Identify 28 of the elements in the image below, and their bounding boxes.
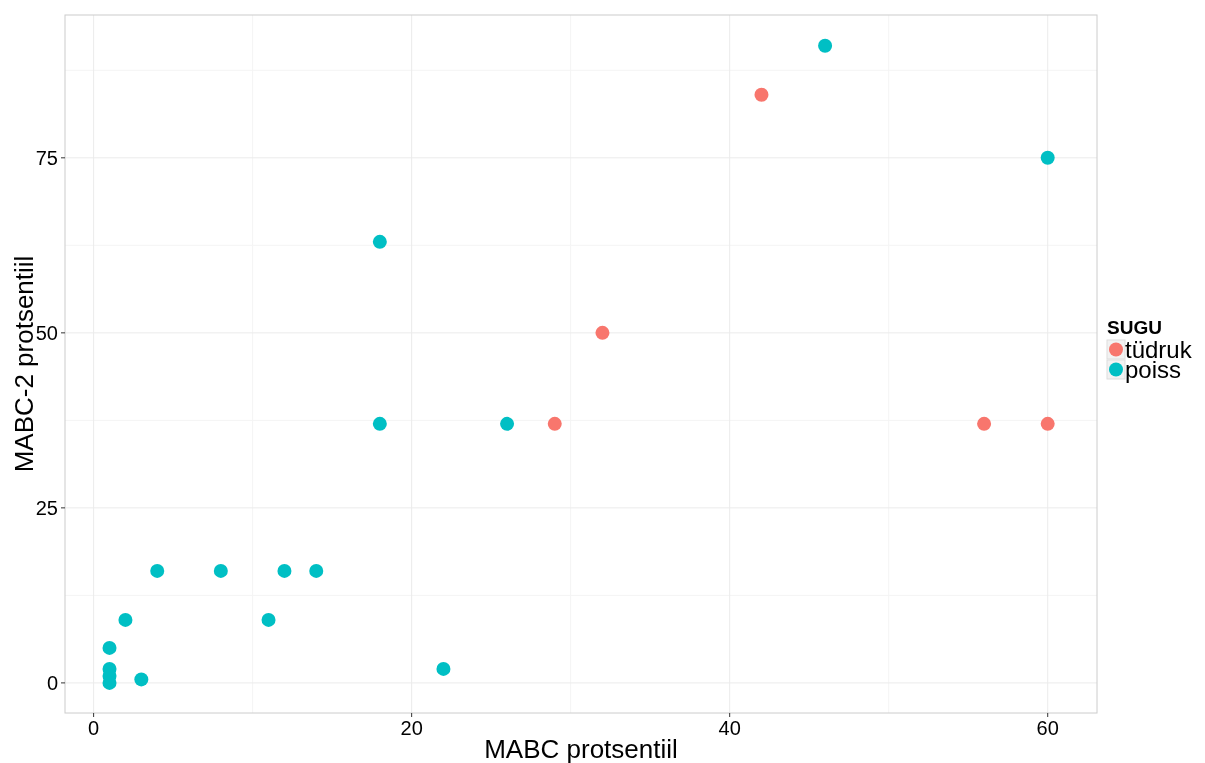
point <box>595 325 610 340</box>
x-tick-label: 20 <box>400 717 423 739</box>
point <box>102 640 117 655</box>
point <box>150 563 165 578</box>
point <box>372 416 387 431</box>
x-tick-label: 0 <box>88 717 100 739</box>
point <box>372 234 387 249</box>
point <box>818 38 833 53</box>
point <box>1040 416 1055 431</box>
y-tick-label: 75 <box>35 146 58 169</box>
point <box>309 563 324 578</box>
point <box>436 661 451 676</box>
point <box>213 563 228 578</box>
point <box>118 612 133 627</box>
point <box>500 416 515 431</box>
x-tick-label: 60 <box>1036 717 1059 739</box>
point <box>261 612 276 627</box>
point <box>977 416 992 431</box>
point <box>1040 150 1055 165</box>
point <box>277 563 292 578</box>
x-tick-label: 40 <box>718 717 741 739</box>
point <box>134 672 149 687</box>
y-tick-label: 0 <box>46 671 58 694</box>
legend-title: SUGU <box>1107 317 1162 338</box>
y-tick-label: 25 <box>35 496 58 519</box>
x-axis-title: MABC protsentiil <box>484 734 678 763</box>
point <box>547 416 562 431</box>
point <box>754 87 769 102</box>
